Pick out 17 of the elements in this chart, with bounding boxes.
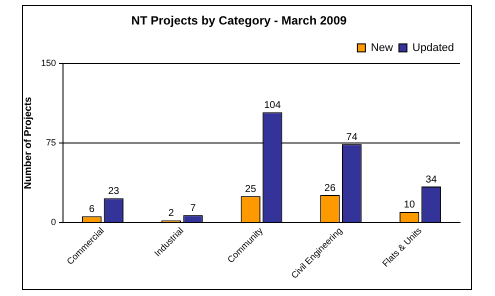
chart-title: NT Projects by Category - March 2009 <box>131 14 348 28</box>
legend-label: New <box>370 42 393 54</box>
data-label: 7 <box>190 202 196 214</box>
y-tick-label: 0 <box>51 217 56 228</box>
data-label: 23 <box>108 186 120 197</box>
data-label: 34 <box>426 174 438 186</box>
data-label: 26 <box>324 182 336 194</box>
data-label: 6 <box>89 204 96 215</box>
y-tick-label: 150 <box>40 58 56 68</box>
y-axis-title: Number of Projects <box>22 96 34 190</box>
legend-label: Updated <box>412 42 454 54</box>
data-label: 25 <box>245 184 257 195</box>
y-tick-label: 75 <box>46 137 56 148</box>
data-label: 104 <box>264 100 282 111</box>
data-label: 2 <box>168 208 174 220</box>
data-label: 74 <box>346 132 358 143</box>
data-label: 10 <box>404 200 416 211</box>
